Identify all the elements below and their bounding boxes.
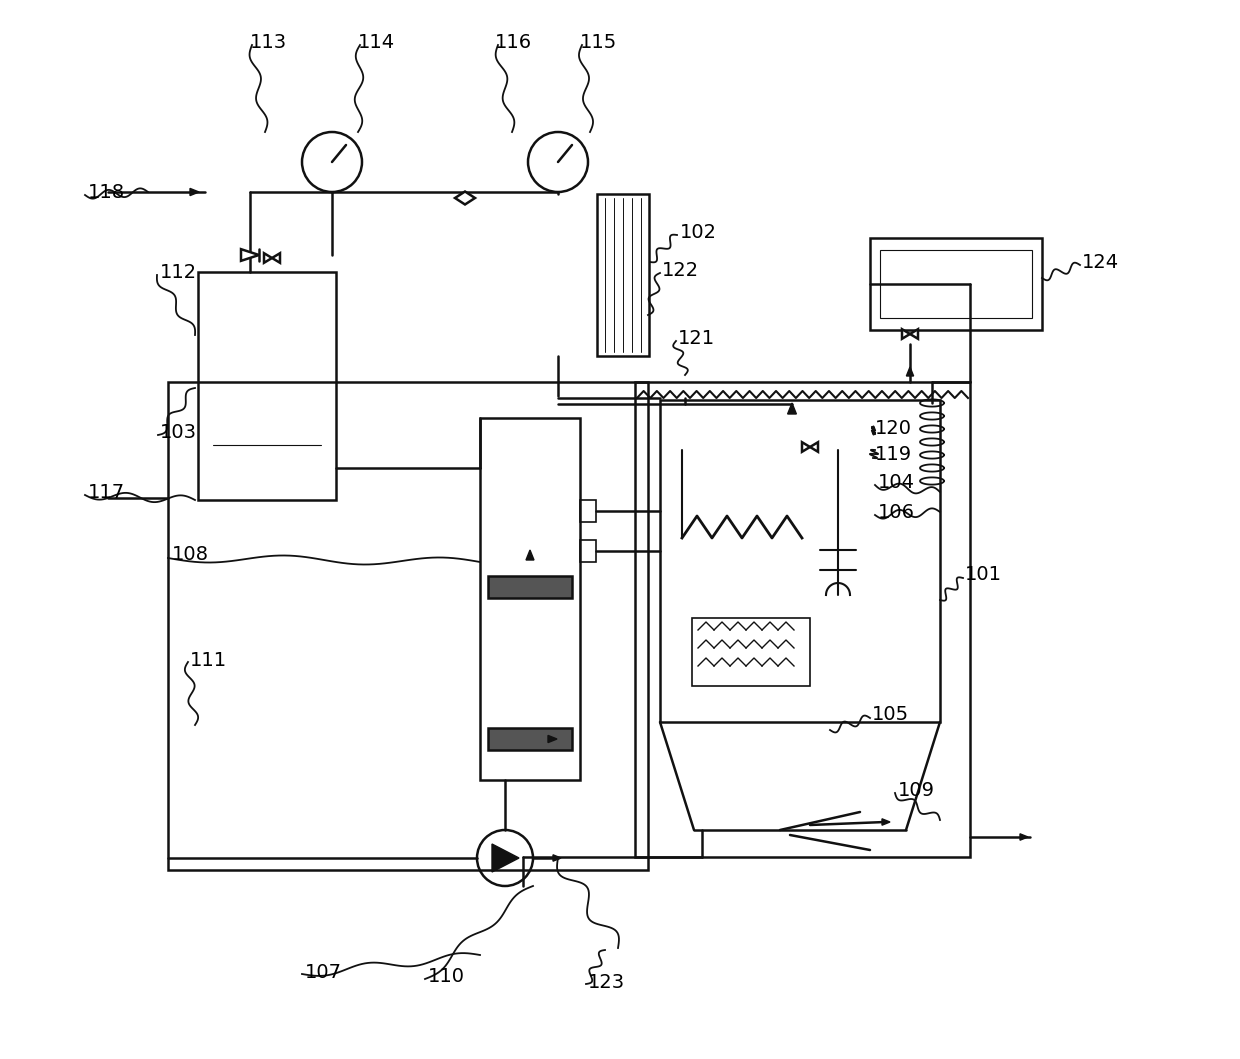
Text: 116: 116 (495, 33, 532, 52)
Text: 108: 108 (172, 545, 210, 564)
Bar (692, 618, 810, 686)
Text: 121: 121 (678, 328, 715, 347)
Polygon shape (1021, 833, 1028, 840)
Polygon shape (802, 443, 810, 452)
Polygon shape (906, 367, 914, 376)
Text: 109: 109 (898, 780, 935, 800)
Text: 105: 105 (872, 705, 909, 724)
Polygon shape (497, 854, 505, 860)
Text: 104: 104 (878, 472, 915, 491)
Text: 115: 115 (580, 33, 618, 52)
Polygon shape (455, 192, 475, 204)
Polygon shape (548, 735, 557, 742)
Polygon shape (553, 855, 560, 861)
Bar (660, 400, 940, 722)
Bar (480, 418, 580, 780)
Bar (489, 728, 572, 750)
Text: 101: 101 (965, 566, 1002, 585)
Text: 112: 112 (160, 263, 197, 282)
Text: 111: 111 (190, 650, 227, 669)
Polygon shape (901, 329, 910, 339)
Polygon shape (492, 844, 520, 872)
Bar (167, 382, 649, 870)
Polygon shape (882, 819, 890, 825)
Polygon shape (264, 253, 272, 263)
Polygon shape (810, 443, 818, 452)
Text: 102: 102 (680, 222, 717, 241)
Text: 117: 117 (88, 483, 125, 502)
Bar (870, 238, 1042, 330)
Polygon shape (787, 403, 796, 414)
Text: 123: 123 (588, 972, 625, 991)
Polygon shape (910, 329, 918, 339)
Text: 122: 122 (662, 261, 699, 280)
Polygon shape (190, 189, 198, 196)
Text: 106: 106 (878, 503, 915, 521)
Bar (880, 250, 1032, 318)
Text: 120: 120 (875, 418, 911, 437)
Bar (596, 194, 649, 356)
Text: 124: 124 (1083, 252, 1120, 271)
Text: 103: 103 (160, 423, 197, 442)
Text: 119: 119 (875, 446, 913, 465)
Text: 107: 107 (305, 963, 342, 982)
Bar (635, 382, 970, 857)
Bar (580, 500, 596, 522)
Polygon shape (241, 249, 259, 261)
Text: 118: 118 (88, 182, 125, 201)
Text: 113: 113 (250, 33, 288, 52)
Bar (489, 576, 572, 598)
Polygon shape (526, 550, 534, 560)
Bar (580, 540, 596, 562)
Text: 110: 110 (428, 968, 465, 987)
Text: 114: 114 (358, 33, 396, 52)
Bar (198, 272, 336, 500)
Polygon shape (272, 253, 280, 263)
